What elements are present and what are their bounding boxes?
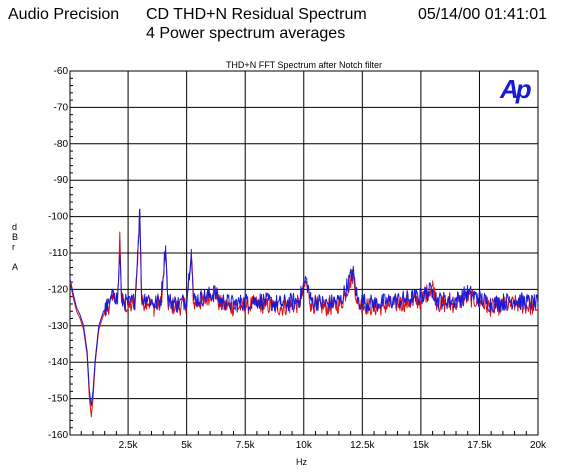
- chart-title: THD+N FFT Spectrum after Notch filter: [225, 60, 383, 70]
- y-tick-label: -130: [48, 321, 68, 332]
- y-axis-label-letter: B: [12, 232, 19, 242]
- x-tick-label: 5k: [181, 440, 193, 451]
- x-tick-label: 7.5k: [236, 440, 256, 451]
- ap-logo: Ap: [499, 74, 532, 104]
- header-title: CD THD+N Residual Spectrum: [146, 6, 367, 23]
- series-line-blue: [69, 208, 539, 407]
- x-tick-label: 20k: [530, 440, 547, 451]
- y-tick-label: -160: [48, 430, 68, 441]
- x-tick-label: 12.5k: [350, 440, 375, 451]
- y-axis-label-letter: r: [12, 242, 15, 252]
- y-tick-label: -100: [48, 212, 68, 223]
- y-axis-label-letter: A: [12, 262, 19, 272]
- y-tick-label: -70: [54, 102, 69, 113]
- y-tick-label: -80: [54, 139, 69, 150]
- x-tick-label: 15k: [413, 440, 430, 451]
- y-tick-label: -120: [48, 284, 68, 295]
- header-app-name: Audio Precision: [8, 6, 120, 23]
- y-axis-label-letter: d: [12, 222, 18, 232]
- x-tick-label: 10k: [296, 440, 313, 451]
- header-timestamp: 05/14/00 01:41:01: [418, 6, 548, 23]
- y-tick-label: -110: [49, 248, 69, 259]
- x-tick-label: 17.5k: [467, 440, 492, 451]
- x-axis-label: Hz: [296, 457, 307, 467]
- y-tick-label: -90: [54, 175, 69, 186]
- y-tick-label: -60: [54, 66, 69, 77]
- x-tick-label: 2.5k: [119, 440, 139, 451]
- y-tick-label: -150: [48, 394, 68, 405]
- y-tick-label: -140: [48, 357, 68, 368]
- header-subtitle: 4 Power spectrum averages: [146, 25, 346, 42]
